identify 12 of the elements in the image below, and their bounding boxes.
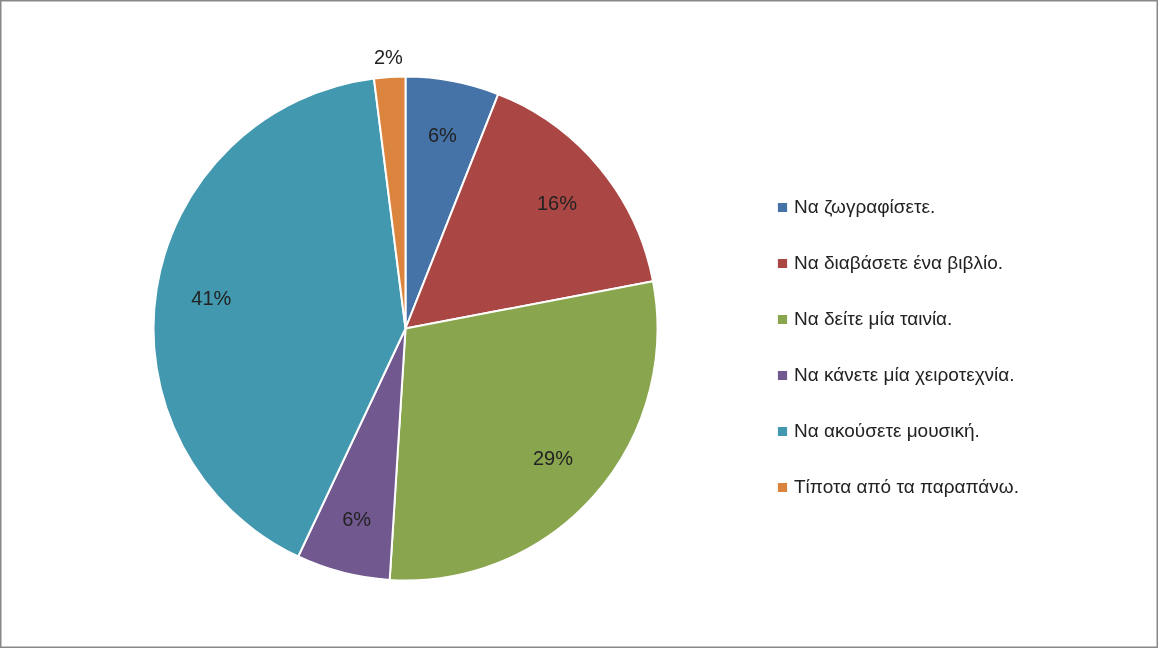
legend-label: Να ακούσετε μουσική. <box>794 420 980 442</box>
data-label: 2% <box>373 45 404 68</box>
data-label: 6% <box>342 507 372 530</box>
data-label: 41% <box>191 286 232 309</box>
legend-label: Να διαβάσετε ένα βιβλίο. <box>794 252 1004 274</box>
data-label: 29% <box>532 447 574 470</box>
legend-label: Τίποτα από τα παραπάνω. <box>794 476 1019 498</box>
legend-label: Να κάνετε μία χειροτεχνία. <box>794 364 1015 386</box>
legend-label: Να ζωγραφίσετε. <box>794 196 936 218</box>
data-label: 6% <box>427 124 457 147</box>
data-label: 16% <box>536 192 578 215</box>
legend-label: Να δείτε μία ταινία. <box>794 308 953 330</box>
